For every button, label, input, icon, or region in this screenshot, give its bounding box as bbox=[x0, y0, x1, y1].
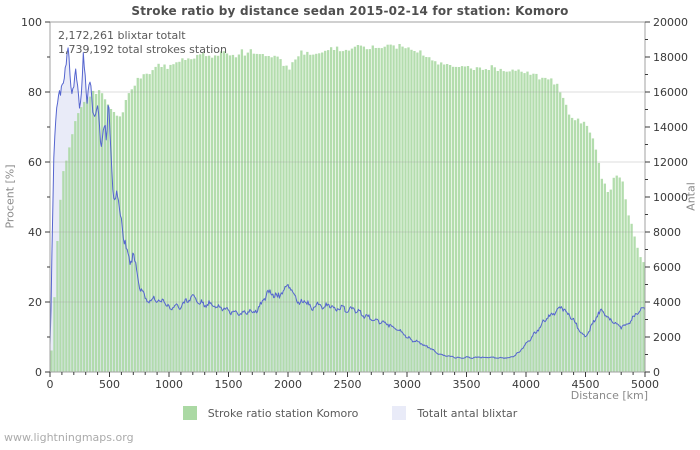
svg-text:20000: 20000 bbox=[653, 16, 688, 29]
legend-swatch-lavender bbox=[392, 406, 407, 420]
y-axis-label-left: Procent [%] bbox=[3, 164, 17, 229]
annotation-total-strokes: 2,172,261 blixtar totalt bbox=[58, 29, 186, 42]
legend-label-total-strokes: Totalt antal blixtar bbox=[417, 406, 518, 420]
svg-text:1000: 1000 bbox=[155, 378, 183, 391]
legend-item-total-strokes: Totalt antal blixtar bbox=[392, 406, 517, 420]
svg-text:12000: 12000 bbox=[653, 156, 688, 169]
svg-text:18000: 18000 bbox=[653, 51, 688, 64]
legend-label-stroke-ratio: Stroke ratio station Komoro bbox=[207, 406, 359, 420]
svg-text:10000: 10000 bbox=[653, 191, 688, 204]
legend: Stroke ratio station Komoro Totalt antal… bbox=[0, 406, 700, 420]
svg-text:5000: 5000 bbox=[631, 378, 659, 391]
svg-text:4000: 4000 bbox=[512, 378, 540, 391]
annotation-block: 2,172,261 blixtar totalt 1,739,192 total… bbox=[58, 29, 227, 57]
svg-text:6000: 6000 bbox=[653, 261, 681, 274]
svg-text:500: 500 bbox=[99, 378, 120, 391]
svg-text:1500: 1500 bbox=[215, 378, 243, 391]
annotation-station-strokes: 1,739,192 total strokes station bbox=[58, 43, 228, 56]
svg-text:2000: 2000 bbox=[653, 331, 681, 344]
svg-text:3000: 3000 bbox=[393, 378, 421, 391]
svg-text:8000: 8000 bbox=[653, 226, 681, 239]
watermark-link: www.lightningmaps.org bbox=[4, 431, 134, 444]
svg-text:20: 20 bbox=[28, 296, 42, 309]
svg-text:2000: 2000 bbox=[274, 378, 302, 391]
svg-text:4500: 4500 bbox=[572, 378, 600, 391]
y-axis-label-right: Antal bbox=[684, 182, 698, 211]
svg-text:60: 60 bbox=[28, 156, 42, 169]
svg-text:0: 0 bbox=[653, 366, 660, 379]
svg-text:2500: 2500 bbox=[334, 378, 362, 391]
svg-text:4000: 4000 bbox=[653, 296, 681, 309]
svg-text:0: 0 bbox=[35, 366, 42, 379]
svg-text:40: 40 bbox=[28, 226, 42, 239]
legend-swatch-green bbox=[182, 406, 197, 420]
svg-text:16000: 16000 bbox=[653, 86, 688, 99]
svg-text:80: 80 bbox=[28, 86, 42, 99]
svg-text:100: 100 bbox=[21, 16, 42, 29]
svg-text:0: 0 bbox=[47, 378, 54, 391]
svg-text:3500: 3500 bbox=[453, 378, 481, 391]
x-axis-label: Distance [km] bbox=[570, 389, 648, 402]
svg-text:14000: 14000 bbox=[653, 121, 688, 134]
legend-item-stroke-ratio: Stroke ratio station Komoro bbox=[182, 406, 359, 420]
chart-title: Stroke ratio by distance sedan 2015-02-1… bbox=[131, 4, 569, 18]
